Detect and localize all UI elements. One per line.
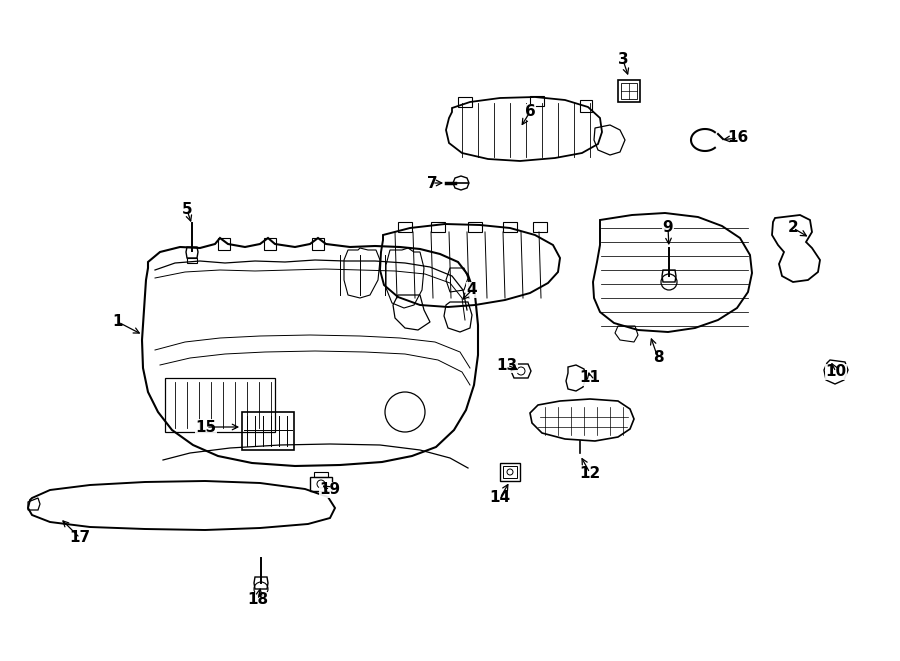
Text: 13: 13 <box>497 358 518 373</box>
Text: 2: 2 <box>788 221 798 235</box>
Text: 5: 5 <box>182 202 193 217</box>
Text: 18: 18 <box>248 592 268 607</box>
Text: 4: 4 <box>467 282 477 297</box>
Text: 12: 12 <box>580 465 600 481</box>
Text: 1: 1 <box>112 315 123 329</box>
Text: 17: 17 <box>69 531 91 545</box>
Text: 14: 14 <box>490 490 510 506</box>
Text: 3: 3 <box>617 52 628 67</box>
Text: 7: 7 <box>427 176 437 190</box>
Text: 6: 6 <box>525 104 535 120</box>
Text: 11: 11 <box>580 371 600 385</box>
Text: 16: 16 <box>727 130 749 145</box>
Text: 15: 15 <box>195 420 217 434</box>
Text: 9: 9 <box>662 221 673 235</box>
Text: 19: 19 <box>320 483 340 498</box>
Text: 8: 8 <box>652 350 663 366</box>
Text: 10: 10 <box>825 364 847 379</box>
